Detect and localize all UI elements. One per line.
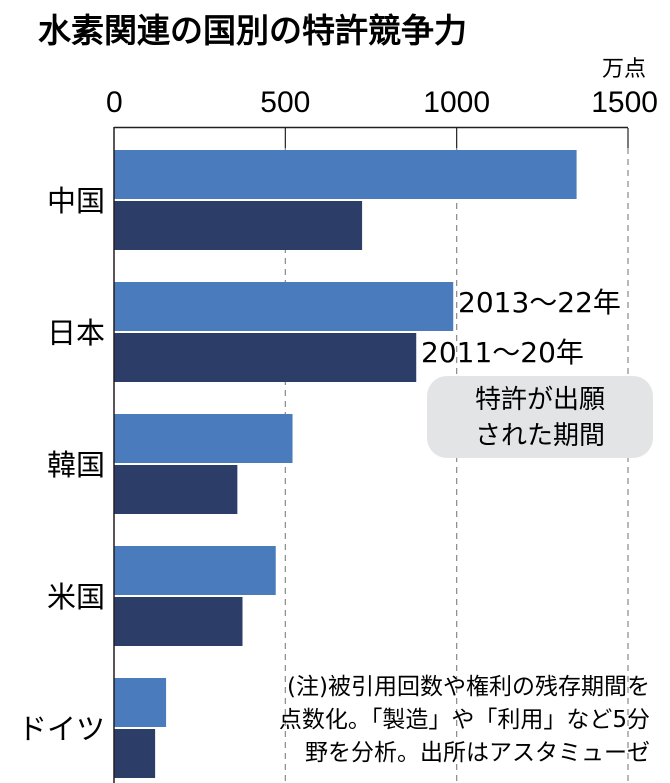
legend-series-1: 2013〜22年 [458, 286, 621, 319]
legend-box-line-2: された期間 [475, 421, 605, 451]
category-label: ドイツ [18, 712, 105, 746]
bar-2011-20 [114, 201, 363, 250]
category-label: 中国 [47, 184, 105, 218]
bar-2013-22 [114, 282, 454, 331]
unit-label: 万点 [602, 57, 646, 82]
category-label: 韓国 [47, 448, 105, 482]
legend-period-box [427, 376, 653, 458]
note-line-3: 野を分析。出所はアスタミューゼ [305, 740, 650, 766]
legend-box-line-1: 特許が出願 [475, 385, 605, 415]
bar-2013-22 [114, 414, 293, 463]
bar-2011-20 [114, 333, 417, 382]
bar-2011-20 [114, 729, 156, 778]
note-line-1: (注)被引用回数や権利の残存期間を [287, 674, 650, 700]
bar-2011-20 [114, 465, 238, 514]
bar-2013-22 [114, 678, 167, 727]
bar-2013-22 [114, 150, 577, 199]
legend-series-2: 2011〜20年 [421, 336, 584, 369]
x-tick-label: 1000 [423, 86, 490, 119]
chart-title: 水素関連の国別の特許競争力 [38, 11, 467, 50]
note-line-2: 点数化。「製造」や「利用」など5分 [279, 707, 650, 733]
x-tick-label: 0 [106, 86, 123, 119]
bar-2011-20 [114, 597, 243, 646]
x-tick-label: 1500 [591, 86, 658, 119]
x-tick-label: 500 [260, 86, 310, 119]
bar-2013-22 [114, 546, 276, 595]
category-label: 米国 [47, 580, 105, 614]
category-label: 日本 [47, 316, 105, 350]
